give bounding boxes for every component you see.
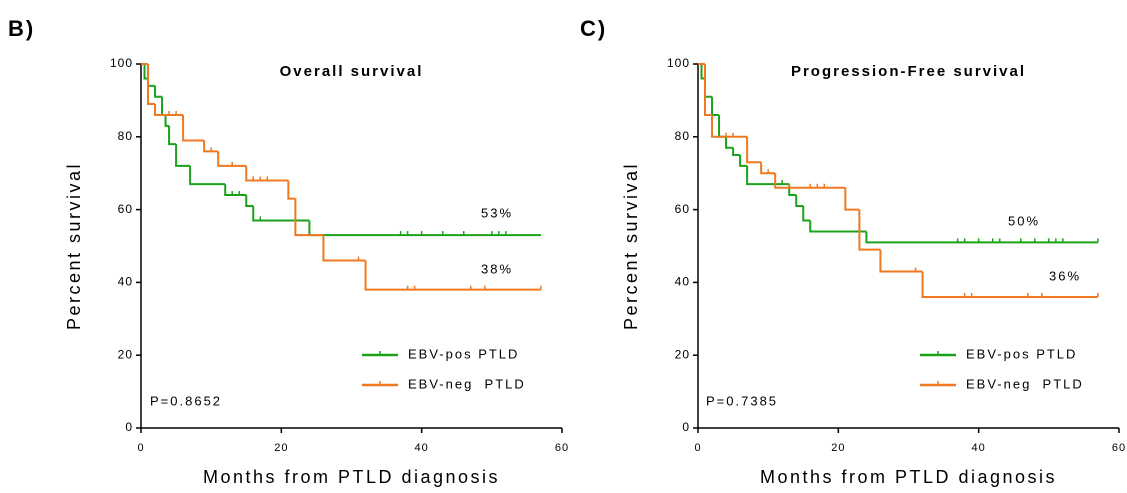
survival-step xyxy=(858,209,881,251)
survival-step xyxy=(245,195,254,207)
y-axis-label: Percent survival xyxy=(64,162,84,330)
x-tick-label: 0 xyxy=(137,442,144,454)
y-axis-label: Percent survival xyxy=(621,162,641,330)
survival-step xyxy=(802,205,811,222)
y-tick-label: 80 xyxy=(675,129,690,143)
survival-step xyxy=(217,151,247,167)
panel: B) Overall survival 0 20 40 60 80 100 0 20 40 60 Mon… xyxy=(8,16,569,487)
survival-step xyxy=(700,64,706,80)
annotation: 38% xyxy=(481,261,513,276)
survival-step xyxy=(364,260,541,291)
survival-step xyxy=(203,140,219,153)
x-tick-label: 60 xyxy=(1112,442,1126,454)
survival-step xyxy=(711,96,720,116)
survival-step xyxy=(788,184,797,197)
chart-title: Progression-Free survival xyxy=(791,63,1026,80)
y-tick-label: 20 xyxy=(675,347,690,361)
y-tick-label: 40 xyxy=(118,275,133,289)
survival-step xyxy=(711,114,748,138)
y-tick-label: 0 xyxy=(682,420,690,434)
y-tick-label: 100 xyxy=(110,56,133,70)
x-tick-label: 20 xyxy=(274,442,288,454)
annotation: 36% xyxy=(1049,268,1081,283)
survival-step xyxy=(252,205,310,222)
chart-title: Overall survival xyxy=(280,63,424,80)
y-tick-label: 0 xyxy=(125,420,133,434)
x-tick-label: 0 xyxy=(694,442,701,454)
survival-step xyxy=(245,165,289,182)
x-tick-label: 40 xyxy=(415,442,429,454)
annotation: 53% xyxy=(481,205,513,220)
x-tick-label: 40 xyxy=(972,442,986,454)
survival-step xyxy=(154,85,163,98)
legend-label: EBV-pos PTLD xyxy=(408,346,519,361)
survival-step xyxy=(725,136,734,149)
legend-label: EBV-neg PTLD xyxy=(408,376,526,391)
survival-step xyxy=(182,114,205,142)
y-tick-label: 40 xyxy=(675,275,690,289)
survival-step xyxy=(294,198,324,237)
survival-step xyxy=(718,114,727,138)
survival-step xyxy=(161,96,166,116)
legend-label: EBV-pos PTLD xyxy=(966,346,1077,361)
survival-step xyxy=(921,271,1098,298)
y-tick-label: 100 xyxy=(667,56,690,70)
y-tick-label: 60 xyxy=(118,202,133,216)
legend-label: EBV-neg PTLD xyxy=(966,376,1084,391)
survival-step xyxy=(746,136,762,164)
survival-step xyxy=(732,147,741,156)
survival-step xyxy=(287,180,296,200)
survival-step xyxy=(175,144,191,167)
survival-step xyxy=(844,187,860,211)
annotation: P=0.8652 xyxy=(150,393,222,408)
survival-step xyxy=(224,184,247,197)
survival-step xyxy=(154,104,184,116)
x-axis-label: Months from PTLD diagnosis xyxy=(760,467,1057,487)
panel-label: B) xyxy=(8,16,35,41)
survival-step xyxy=(143,64,149,80)
survival-step xyxy=(739,155,748,167)
y-tick-label: 80 xyxy=(118,129,133,143)
y-tick-label: 60 xyxy=(675,202,690,216)
survival-step xyxy=(774,173,846,189)
x-tick-label: 20 xyxy=(831,442,845,454)
survival-step xyxy=(809,220,867,233)
survival-step xyxy=(322,235,366,262)
survival-step xyxy=(704,78,713,98)
x-tick-label: 60 xyxy=(555,442,569,454)
survival-step xyxy=(147,64,156,106)
survival-step xyxy=(760,162,776,175)
y-tick-label: 20 xyxy=(118,347,133,361)
panel: C) Progression-Free survival 0 20 40 60 80 100 0… xyxy=(580,16,1126,487)
survival-step xyxy=(704,64,713,116)
survival-step xyxy=(189,165,226,186)
annotation: 50% xyxy=(1008,213,1040,228)
panel-label: C) xyxy=(580,16,607,41)
x-axis-label: Months from PTLD diagnosis xyxy=(203,467,500,487)
annotation: P=0.7385 xyxy=(706,393,778,408)
survival-step xyxy=(879,249,923,273)
survival-step xyxy=(164,114,170,127)
survival-step xyxy=(795,195,804,207)
survival-step xyxy=(147,78,156,87)
survival-step xyxy=(168,125,177,146)
